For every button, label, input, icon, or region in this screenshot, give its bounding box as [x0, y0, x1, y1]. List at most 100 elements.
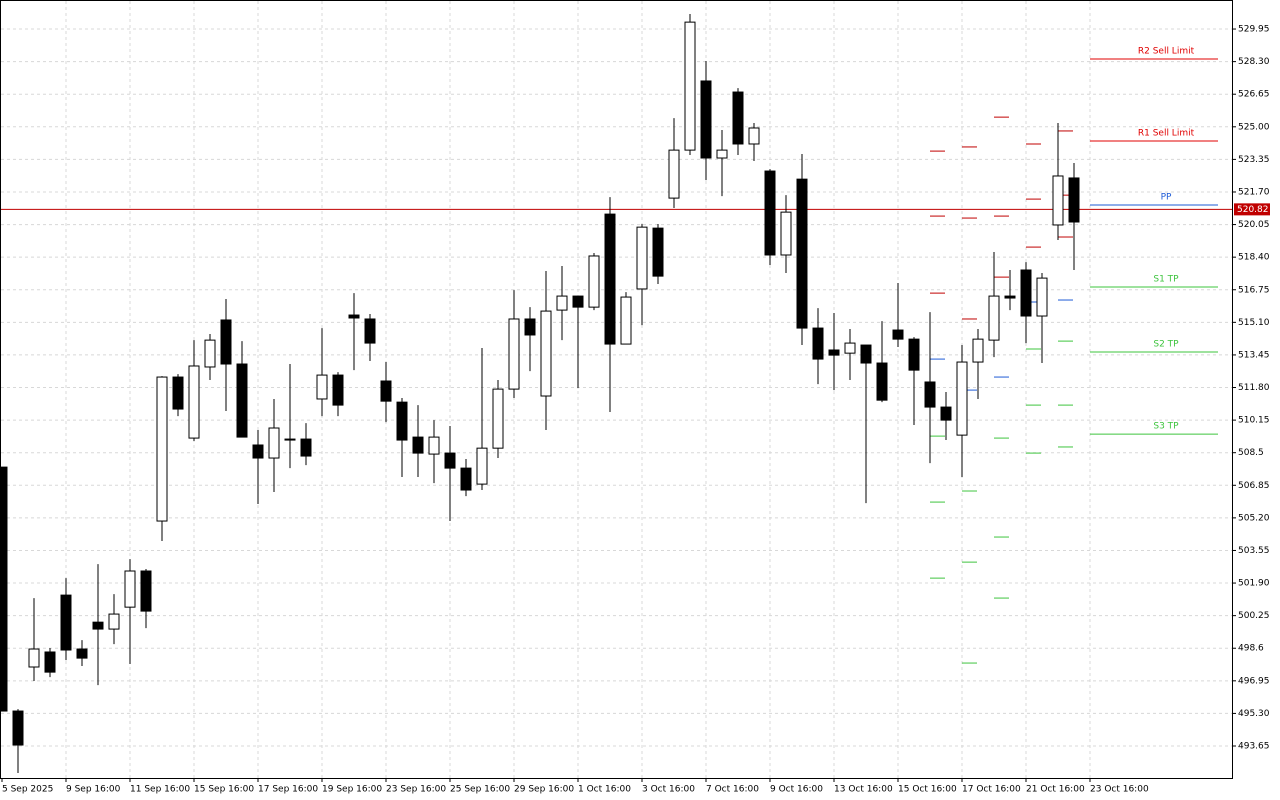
x-tick-label: 17 Sep 16:00	[258, 785, 318, 795]
level-label: S3 TP	[1153, 422, 1179, 432]
candle-body	[1020, 269, 1032, 317]
y-tick-label: 503.55	[1238, 546, 1270, 556]
level-label: PP	[1161, 193, 1172, 203]
candle-body	[380, 380, 392, 402]
y-tick-label: 518.40	[1238, 253, 1270, 263]
x-tick-label: 3 Oct 16:00	[642, 785, 695, 795]
y-tick-label: 515.10	[1238, 318, 1270, 328]
x-tick-label: 23 Sep 16:00	[386, 785, 446, 795]
y-tick-label: 529.95	[1238, 25, 1270, 35]
candle-body	[524, 318, 536, 336]
x-tick-label: 13 Oct 16:00	[834, 785, 893, 795]
y-tick-label: 500.25	[1238, 611, 1270, 621]
y-tick-label: 525.00	[1238, 122, 1270, 132]
candle-body	[764, 170, 776, 256]
candle-body	[924, 381, 936, 408]
x-tick-label: 7 Oct 16:00	[706, 785, 759, 795]
candle-body	[252, 444, 264, 459]
candle-body	[588, 255, 600, 308]
candle-body	[828, 349, 840, 356]
candle-body	[604, 213, 616, 345]
y-tick-label: 496.95	[1238, 676, 1270, 686]
level-label: R2 Sell Limit	[1138, 47, 1195, 57]
candle-body	[620, 296, 632, 345]
candle-body	[284, 438, 296, 441]
candle-body	[364, 318, 376, 344]
candle-body	[876, 362, 888, 401]
candle-body	[844, 342, 856, 354]
y-tick-label: 493.65	[1238, 742, 1270, 752]
y-tick-label: 523.35	[1238, 155, 1270, 165]
level-label: R1 Sell Limit	[1138, 129, 1195, 139]
x-tick-label: 19 Sep 16:00	[322, 785, 382, 795]
candle-body	[428, 436, 440, 455]
x-tick-label: 17 Oct 16:00	[962, 785, 1021, 795]
candle-body	[812, 327, 824, 360]
y-tick-label: 498.6	[1238, 644, 1264, 654]
candle-body	[796, 178, 808, 329]
y-tick-label: 520.05	[1238, 220, 1270, 230]
candle-body	[92, 621, 104, 630]
candle-body	[700, 80, 712, 159]
y-tick-label: 510.15	[1238, 416, 1270, 426]
candle-body	[12, 710, 24, 746]
candle-body	[1068, 177, 1080, 223]
x-tick-label: 1 Oct 16:00	[578, 785, 631, 795]
x-tick-label: 29 Sep 16:00	[514, 785, 574, 795]
candle-body	[172, 376, 184, 410]
candle-body	[348, 314, 360, 319]
candle-body	[636, 226, 648, 290]
candle-body	[716, 149, 728, 159]
candle-body	[316, 374, 328, 400]
y-tick-label: 511.80	[1238, 383, 1270, 393]
y-tick-label: 513.45	[1238, 350, 1270, 360]
level-label: S1 TP	[1153, 274, 1179, 284]
x-tick-label: 25 Sep 16:00	[450, 785, 510, 795]
candle-body	[476, 447, 488, 485]
y-tick-label: 528.30	[1238, 57, 1270, 67]
candle-body	[780, 211, 792, 256]
candle-body	[60, 594, 72, 651]
candle-body	[396, 401, 408, 441]
y-tick-label: 521.70	[1238, 187, 1270, 197]
y-tick-label: 508.5	[1238, 448, 1264, 458]
candle-body	[156, 376, 168, 522]
candle-body	[652, 227, 664, 277]
level-label: S2 TP	[1153, 339, 1179, 349]
candle-body	[668, 149, 680, 199]
candle-body	[972, 338, 984, 363]
candle-body	[860, 344, 872, 364]
x-tick-label: 11 Sep 16:00	[130, 785, 190, 795]
y-tick-label: 495.30	[1238, 709, 1270, 719]
candle-body	[236, 363, 248, 438]
y-tick-label: 516.75	[1238, 285, 1270, 295]
candle-body	[204, 339, 216, 368]
candle-body	[460, 467, 472, 491]
candle-body	[300, 438, 312, 457]
candle-body	[748, 127, 760, 145]
candle-body	[732, 91, 744, 145]
plot-frame	[0, 0, 1233, 779]
x-tick-label: 5 Sep 2025	[2, 785, 53, 795]
y-tick-label: 506.85	[1238, 481, 1270, 491]
candle-body	[268, 427, 280, 459]
candle-body	[492, 388, 504, 449]
x-tick-label: 9 Sep 16:00	[66, 785, 121, 795]
candle-body	[684, 21, 696, 151]
x-tick-label: 15 Sep 16:00	[194, 785, 254, 795]
candle-body	[508, 318, 520, 390]
candle-body	[444, 452, 456, 469]
candle-body	[28, 648, 40, 668]
y-tick-label: 526.65	[1238, 90, 1270, 100]
y-tick-label: 505.20	[1238, 513, 1270, 523]
candle-body	[44, 651, 56, 673]
candle-body	[892, 329, 904, 340]
price-tag	[1234, 203, 1270, 216]
candle-body	[124, 570, 136, 608]
candle-body	[540, 310, 552, 397]
x-tick-label: 21 Oct 16:00	[1026, 785, 1085, 795]
candle-body	[956, 361, 968, 436]
x-tick-label: 15 Oct 16:00	[898, 785, 957, 795]
